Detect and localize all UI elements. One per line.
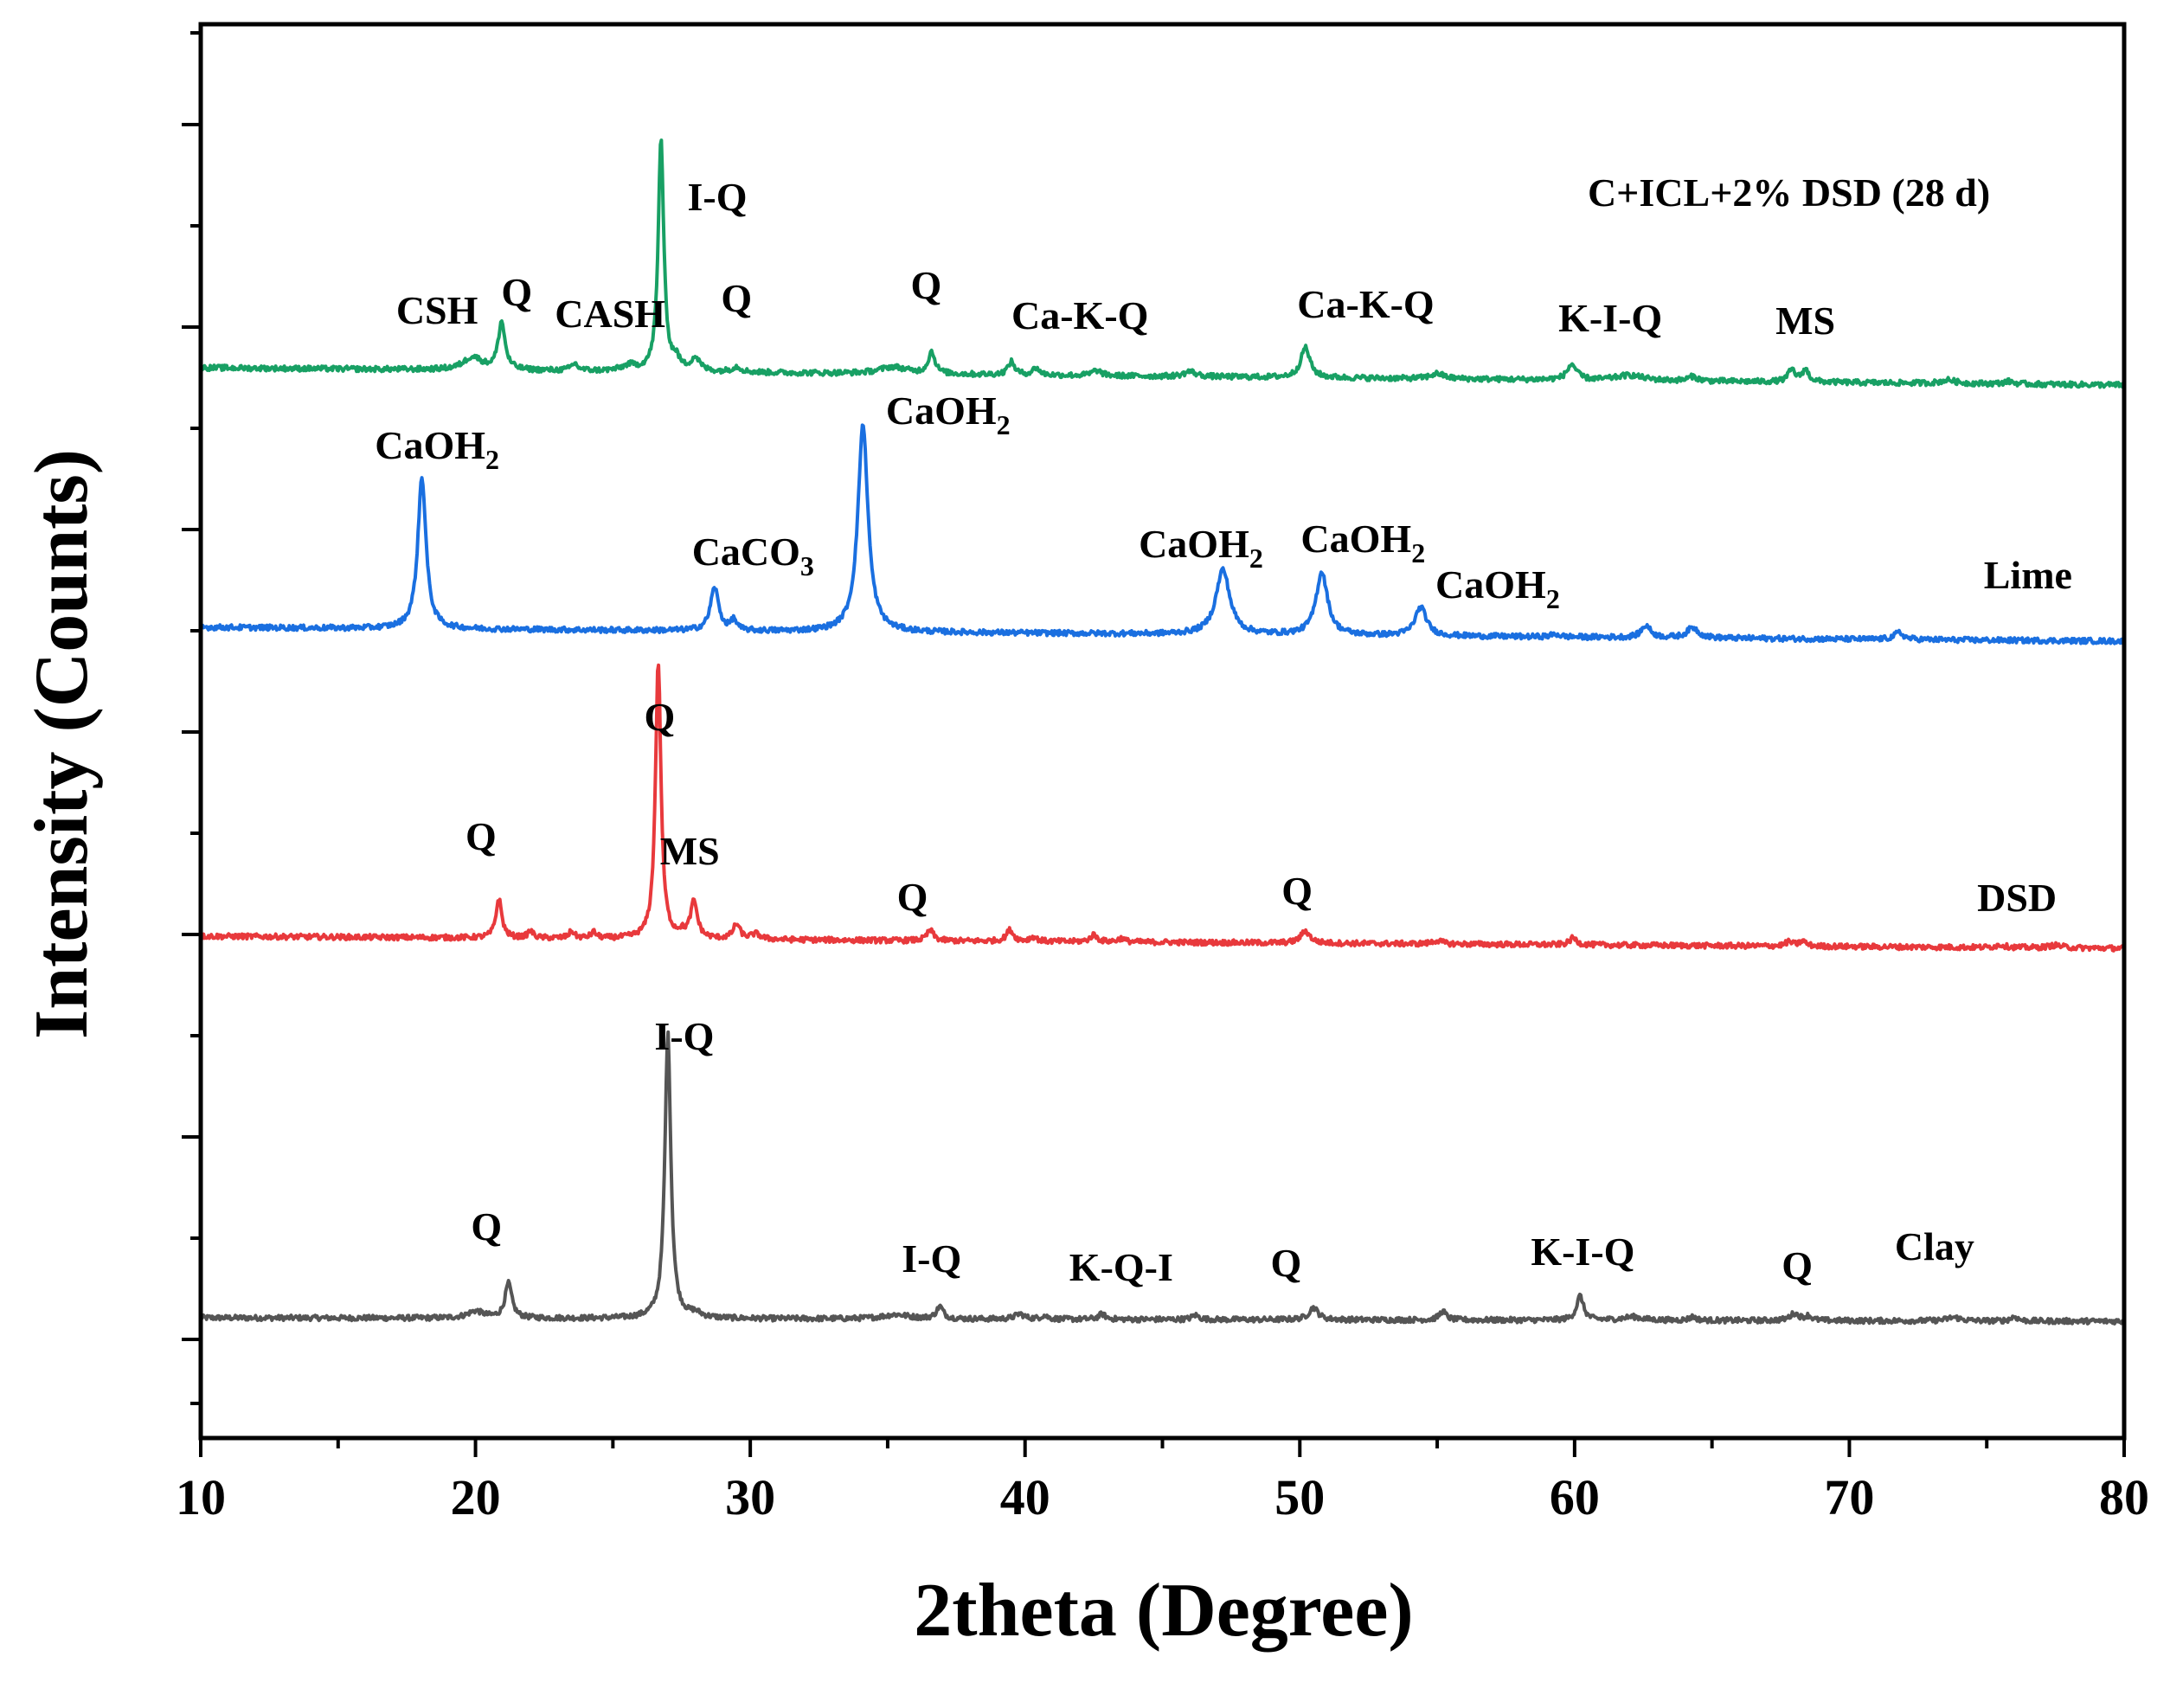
series-line-clay bbox=[199, 1030, 2126, 1326]
x-tick-label: 70 bbox=[1824, 1469, 1874, 1525]
peak-label: K-I-Q bbox=[1531, 1230, 1634, 1274]
peak-label: Q bbox=[1271, 1241, 1302, 1285]
peak-label: CaOH2 bbox=[886, 388, 1011, 440]
series-line-c-icl-2-dsd-28-d- bbox=[199, 138, 2126, 389]
peak-label: Ca-K-Q bbox=[1297, 282, 1434, 326]
peak-label: CaOH2 bbox=[1435, 562, 1560, 614]
peak-label: I-Q bbox=[654, 1014, 714, 1058]
peak-label: CSH bbox=[396, 288, 478, 332]
peak-label: CaOH2 bbox=[1139, 522, 1263, 574]
peak-label: Q bbox=[897, 875, 928, 919]
x-axis-title: 2theta (Degree) bbox=[914, 1569, 1413, 1653]
x-tick-label: 50 bbox=[1274, 1469, 1325, 1525]
x-tick-label: 60 bbox=[1550, 1469, 1600, 1525]
peak-label: C+ICL+2% DSD (28 d) bbox=[1588, 170, 1990, 215]
x-tick-label: 80 bbox=[2099, 1469, 2149, 1525]
x-tick-label: 30 bbox=[725, 1469, 775, 1525]
peak-label: Q bbox=[465, 814, 497, 858]
axes: 10 20 30 40 50 60 70 80 bbox=[176, 22, 2149, 1525]
peak-label: K-I-Q bbox=[1558, 296, 1662, 340]
peak-label: Q bbox=[721, 276, 752, 320]
peak-label: MS bbox=[660, 829, 720, 873]
peak-label: Q bbox=[644, 695, 675, 739]
series-line-dsd bbox=[200, 663, 2126, 953]
peak-label: CaOH2 bbox=[1300, 517, 1425, 568]
series-line-lime bbox=[199, 423, 2126, 645]
peak-label: I-Q bbox=[688, 175, 748, 219]
peak-label: Q bbox=[910, 263, 941, 307]
peak-label: CaCO3 bbox=[692, 530, 814, 581]
peak-labels: Q I-Q I-Q K-Q-I Q K-I-Q Q Clay Q Q MS Q Q DSD CaOH2 CaC… bbox=[375, 170, 2072, 1289]
peak-label: Q bbox=[1281, 869, 1313, 913]
peak-label: CASH bbox=[555, 292, 665, 336]
y-axis-title: Intensity (Counts) bbox=[20, 449, 104, 1039]
peak-label: I-Q bbox=[902, 1236, 961, 1281]
peak-label: Ca-K-Q bbox=[1011, 293, 1148, 337]
x-tick-label: 20 bbox=[451, 1469, 501, 1525]
x-tick-label: 10 bbox=[176, 1469, 226, 1525]
peak-label: Q bbox=[471, 1204, 502, 1249]
plot-area bbox=[199, 138, 2126, 1326]
peak-label: Lime bbox=[1984, 553, 2072, 597]
peak-label: Q bbox=[1782, 1243, 1813, 1287]
peak-label: K-Q-I bbox=[1069, 1245, 1173, 1289]
peak-label: DSD bbox=[1977, 876, 2057, 920]
peak-label: Clay bbox=[1895, 1224, 1974, 1268]
peak-label: MS bbox=[1775, 299, 1835, 343]
peak-label: CaOH2 bbox=[375, 423, 499, 475]
x-tick-label: 40 bbox=[1000, 1469, 1050, 1525]
peak-label: Q bbox=[501, 270, 532, 314]
